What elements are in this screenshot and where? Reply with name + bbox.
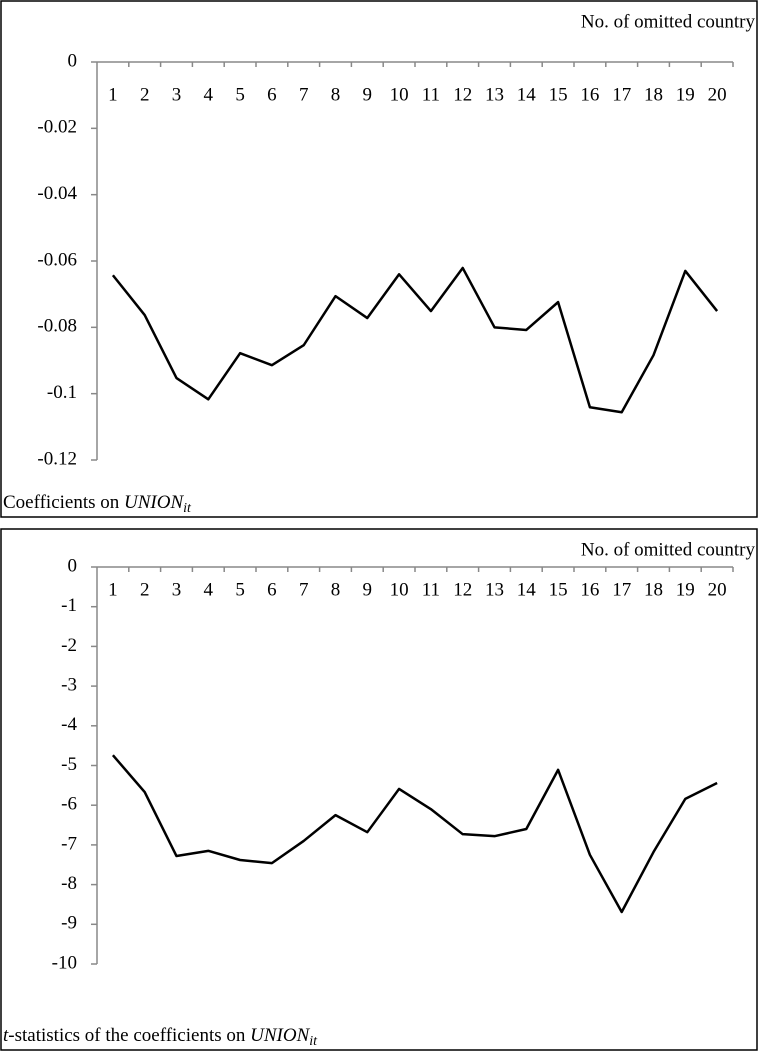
chart-frame (0, 0, 758, 518)
x-tick-label: 20 (708, 579, 727, 600)
x-tick-label: 11 (422, 84, 440, 105)
x-tick-label: 6 (267, 84, 277, 105)
x-tick-label: 4 (204, 579, 214, 600)
x-tick-label: 1 (108, 579, 118, 600)
y-tick-label: -8 (61, 873, 77, 894)
y-tick-label: -1 (61, 595, 77, 616)
data-line (111, 754, 718, 914)
x-tick-label: 8 (331, 84, 341, 105)
caption-text: -statistics of the coefficients on (8, 1025, 250, 1046)
y-tick-label: -5 (61, 754, 77, 775)
caption-lead: t (3, 1025, 9, 1046)
x-tick-label: 12 (453, 84, 472, 105)
x-tick-label: 17 (612, 84, 631, 105)
x-tick-label: 15 (549, 84, 568, 105)
x-tick-label: 20 (708, 84, 727, 105)
x-tick-label: 13 (485, 579, 504, 600)
x-tick-label: 9 (363, 579, 373, 600)
y-tick-label: 0 (68, 555, 78, 576)
y-tick-label: -0.06 (37, 249, 77, 270)
x-tick-label: 18 (644, 579, 663, 600)
y-tick-label: -7 (61, 833, 77, 854)
x-tick-label: 4 (204, 84, 214, 105)
y-tick-label: 0 (68, 50, 78, 71)
x-tick-label: 1 (108, 84, 118, 105)
y-tick-label: -0.12 (37, 448, 77, 469)
x-tick-label: 10 (390, 579, 409, 600)
x-tick-label: 5 (235, 579, 245, 600)
x-tick-label: 6 (267, 579, 277, 600)
data-line (111, 266, 719, 414)
x-tick-label: 16 (580, 579, 599, 600)
x-tick-label: 15 (549, 579, 568, 600)
caption-var: UNION (124, 492, 184, 513)
x-tick-label: 17 (612, 579, 631, 600)
x-tick-label: 7 (299, 84, 309, 105)
x-tick-label: 16 (580, 84, 599, 105)
y-tick-label: -9 (61, 913, 77, 934)
y-tick-label: -0.04 (37, 183, 77, 204)
x-tick-label: 19 (676, 579, 695, 600)
y-tick-label: -2 (61, 635, 77, 656)
x-tick-label: 18 (644, 84, 663, 105)
y-tick-label: -4 (61, 714, 77, 735)
x-tick-label: 14 (517, 84, 537, 105)
y-tick-label: -0.1 (47, 382, 77, 403)
chart-frame (0, 528, 758, 1051)
caption-sub: it (183, 501, 192, 516)
caption-var: UNION (250, 1025, 310, 1046)
x-tick-label: 13 (485, 84, 504, 105)
caption-text: Coefficients on (3, 492, 124, 513)
x-tick-label: 12 (453, 579, 472, 600)
x-tick-label: 19 (676, 84, 695, 105)
x-axis-label: No. of omitted country (581, 11, 756, 32)
x-tick-label: 14 (517, 579, 537, 600)
y-tick-label: -3 (61, 674, 77, 695)
x-tick-label: 7 (299, 579, 309, 600)
x-tick-label: 11 (422, 579, 440, 600)
y-tick-label: -0.08 (37, 316, 77, 337)
caption: Coefficients on UNIONit (3, 492, 192, 516)
y-tick-label: -10 (52, 952, 77, 973)
x-tick-label: 5 (235, 84, 245, 105)
x-tick-label: 3 (172, 579, 182, 600)
y-tick-label: -6 (61, 794, 77, 815)
caption: t-statistics of the coefficients on UNIO… (3, 1025, 318, 1049)
x-tick-label: 2 (140, 579, 150, 600)
x-tick-label: 8 (331, 579, 341, 600)
x-tick-label: 2 (140, 84, 150, 105)
caption-sub: it (309, 1034, 318, 1049)
y-tick-label: -0.02 (37, 117, 77, 138)
x-tick-label: 9 (363, 84, 373, 105)
x-tick-label: 3 (172, 84, 182, 105)
x-tick-label: 10 (390, 84, 409, 105)
x-axis-label: No. of omitted country (581, 539, 756, 560)
